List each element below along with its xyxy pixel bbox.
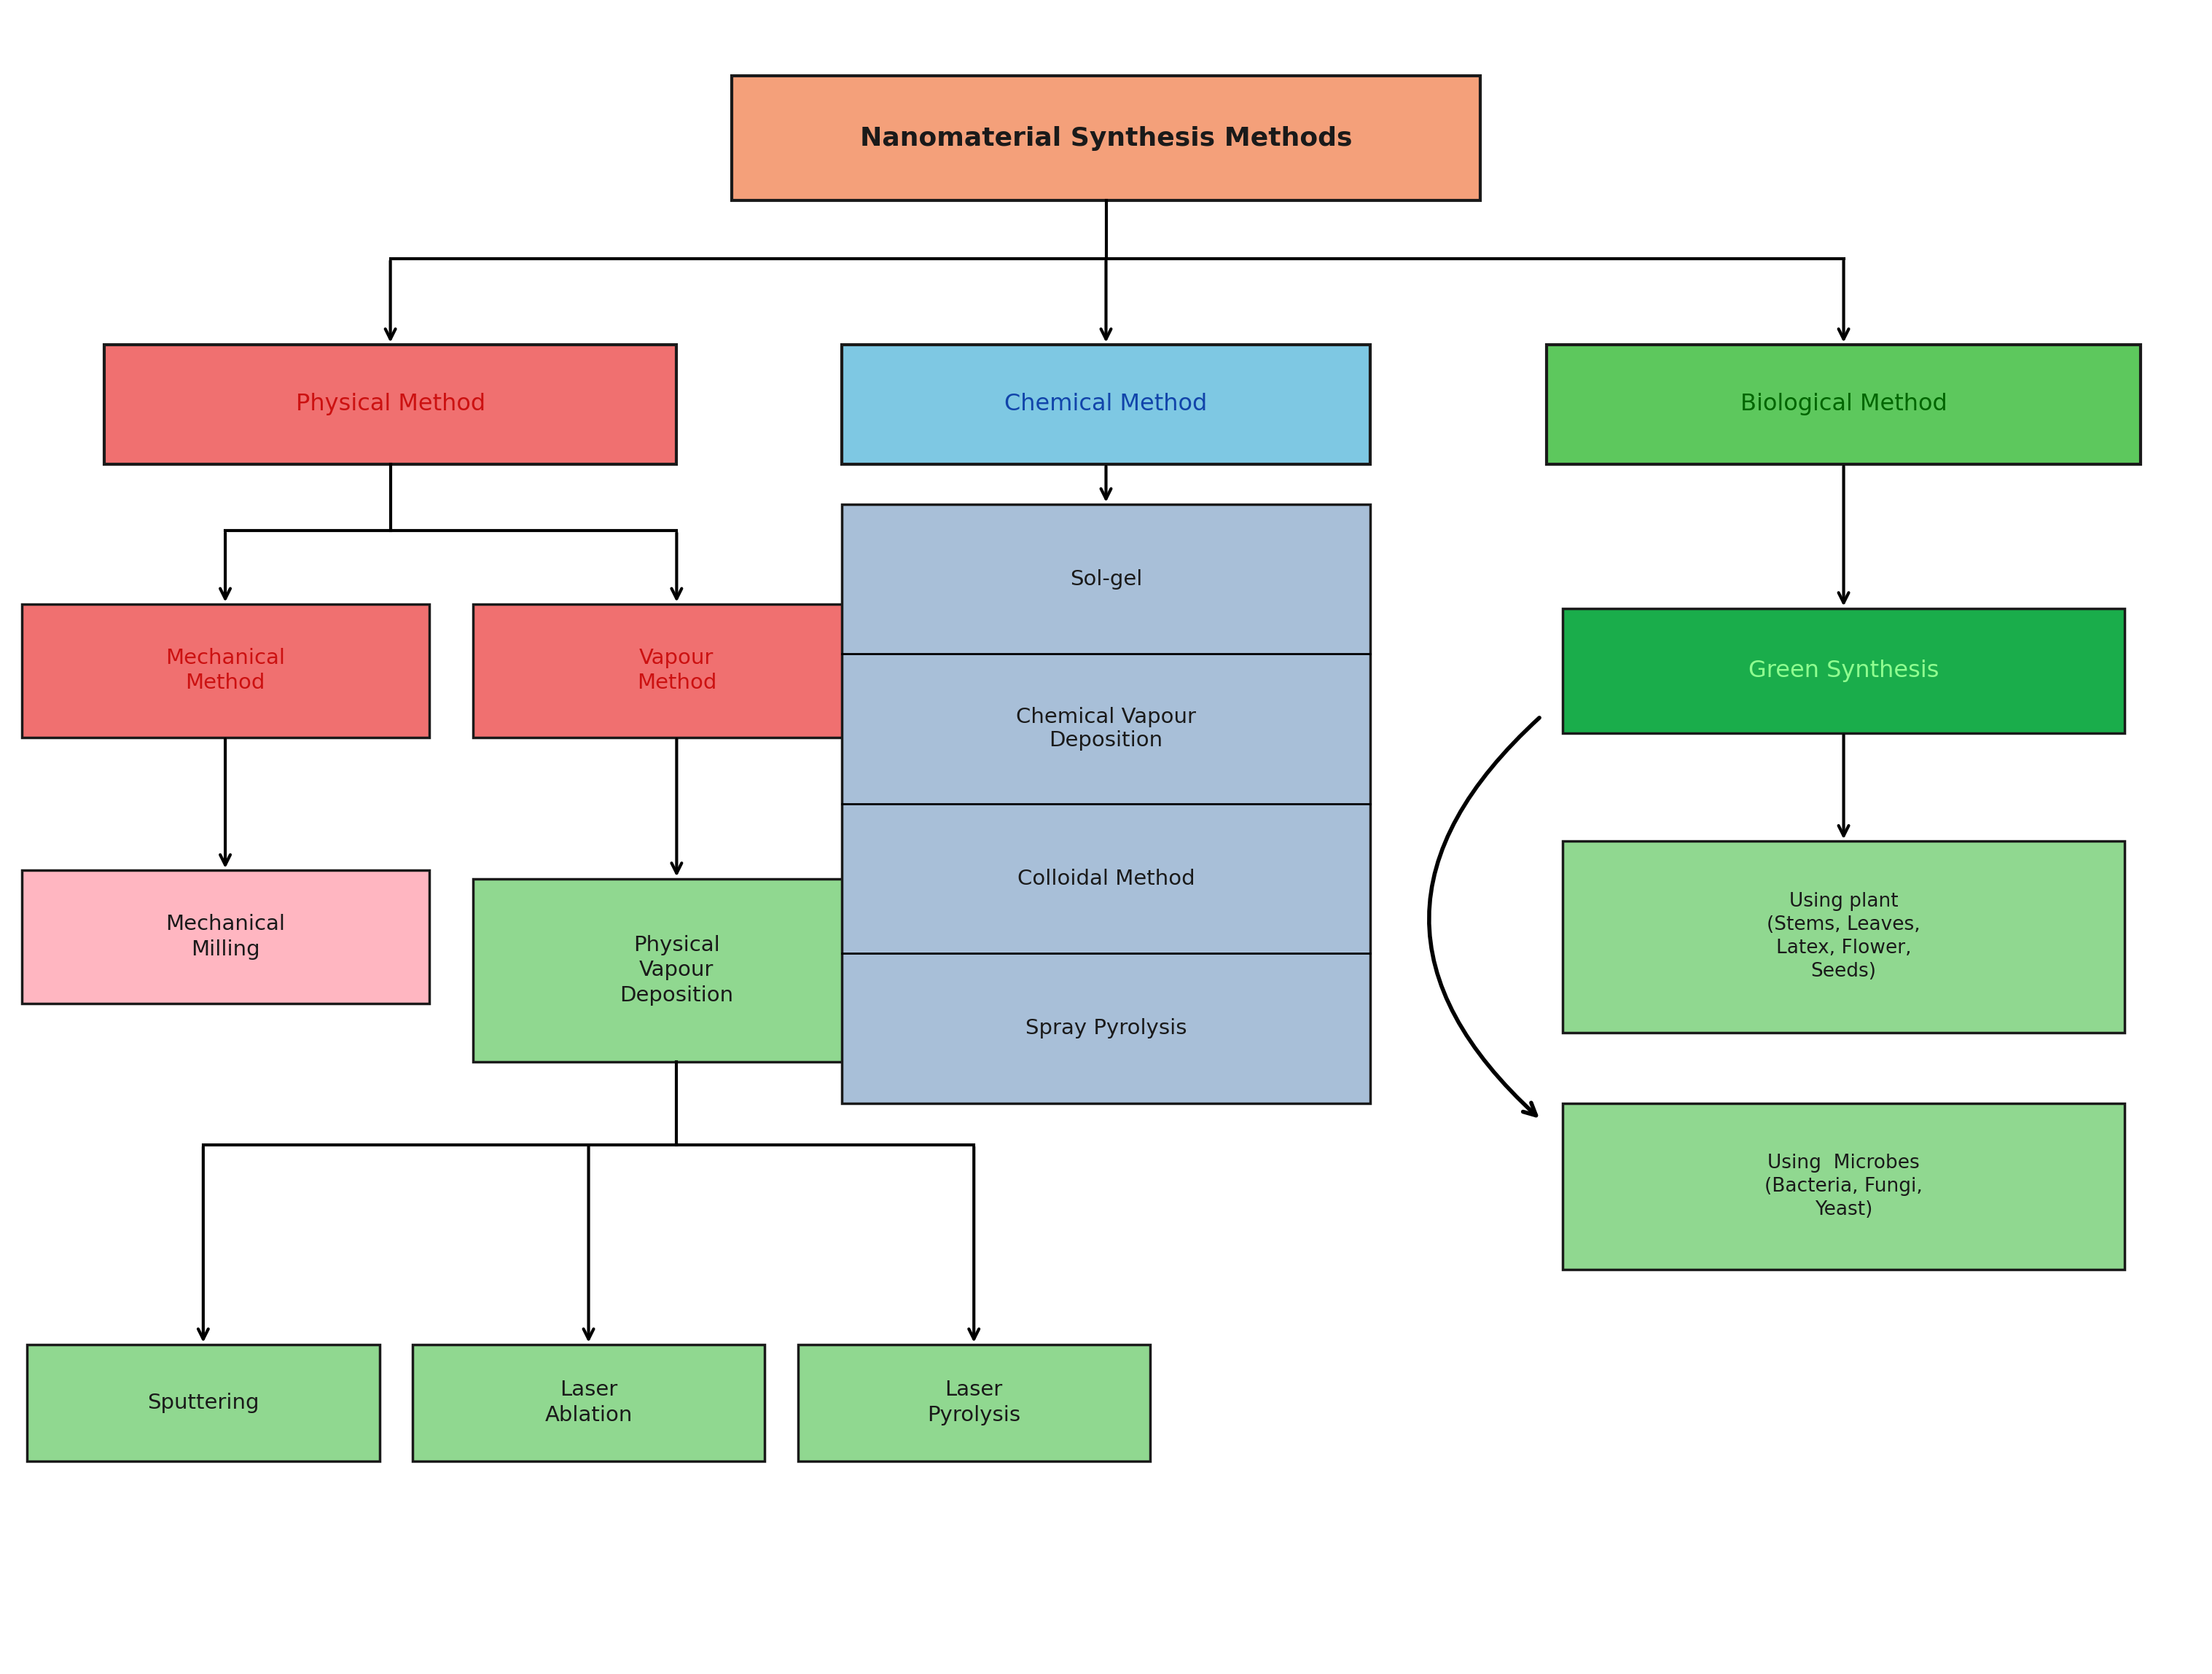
- Text: Using plant
(Stems, Leaves,
Latex, Flower,
Seeds): Using plant (Stems, Leaves, Latex, Flowe…: [1767, 892, 1920, 981]
- Bar: [22, 604, 429, 737]
- Text: Using  Microbes
(Bacteria, Fungi,
Yeast): Using Microbes (Bacteria, Fungi, Yeast): [1765, 1153, 1922, 1219]
- Text: Physical
Vapour
Deposition: Physical Vapour Deposition: [619, 934, 734, 1006]
- Text: Chemical Method: Chemical Method: [1004, 393, 1208, 415]
- Text: Sol-gel: Sol-gel: [1071, 569, 1141, 589]
- Text: Chemical Vapour
Deposition: Chemical Vapour Deposition: [1015, 706, 1197, 752]
- Text: Nanomaterial Synthesis Methods: Nanomaterial Synthesis Methods: [860, 126, 1352, 151]
- Text: Mechanical
Method: Mechanical Method: [166, 648, 285, 693]
- Bar: [1564, 840, 2124, 1033]
- Bar: [1564, 1103, 2124, 1269]
- Text: Laser
Pyrolysis: Laser Pyrolysis: [927, 1379, 1020, 1426]
- Text: Biological Method: Biological Method: [1741, 393, 1947, 415]
- Bar: [843, 345, 1369, 464]
- Text: Vapour
Method: Vapour Method: [637, 648, 717, 693]
- Bar: [799, 1344, 1150, 1461]
- Text: Sputtering: Sputtering: [148, 1393, 259, 1413]
- FancyArrowPatch shape: [1429, 718, 1540, 1115]
- Bar: [1564, 608, 2124, 733]
- Text: Colloidal Method: Colloidal Method: [1018, 869, 1194, 889]
- Bar: [27, 1344, 380, 1461]
- Text: Mechanical
Milling: Mechanical Milling: [166, 914, 285, 959]
- Text: Green Synthesis: Green Synthesis: [1747, 660, 1940, 681]
- Bar: [104, 345, 677, 464]
- Text: Spray Pyrolysis: Spray Pyrolysis: [1026, 1018, 1186, 1038]
- Text: Laser
Ablation: Laser Ablation: [544, 1379, 633, 1426]
- Bar: [473, 604, 880, 737]
- Bar: [473, 879, 880, 1061]
- Bar: [732, 75, 1480, 201]
- Text: Physical Method: Physical Method: [296, 393, 484, 415]
- Bar: [843, 504, 1369, 1103]
- Bar: [22, 870, 429, 1003]
- Bar: [411, 1344, 765, 1461]
- Bar: [1546, 345, 2141, 464]
